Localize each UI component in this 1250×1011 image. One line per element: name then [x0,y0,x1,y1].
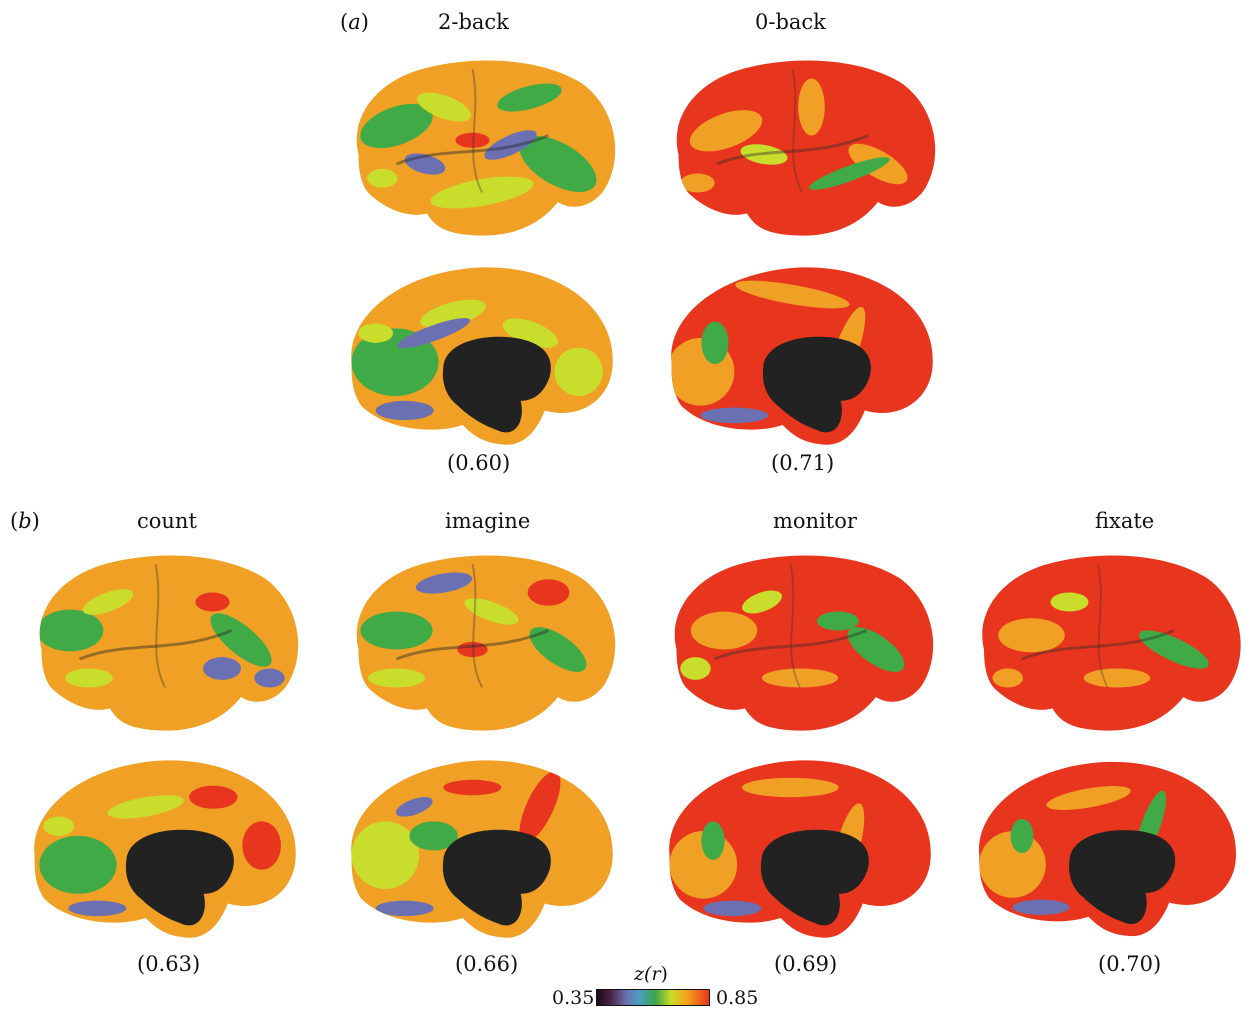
value-monitor: (0.69) [774,954,837,975]
value-count: (0.63) [137,954,200,975]
panel-b-label: (b) [10,511,40,532]
colorbar: z(r) 0.35 0.85 [548,963,768,1007]
column-title-0back: 0-back [755,12,826,33]
column-title-2back: 2-back [438,12,509,33]
value-imagine: (0.66) [455,954,518,975]
brain-count-lateral [20,545,310,735]
column-title-monitor: monitor [773,511,857,532]
brain-2back-lateral [337,50,627,240]
brain-imagine-lateral [337,545,627,735]
value-2back: (0.60) [447,453,510,474]
brain-monitor-medial [655,748,945,943]
column-title-imagine: imagine [445,511,530,532]
column-title-fixate: fixate [1095,511,1154,532]
colorbar-max-label: 0.85 [716,987,758,1009]
value-fixate: (0.70) [1098,954,1161,975]
panel-a-label: (a) [340,12,369,33]
brain-monitor-lateral [655,545,945,735]
brain-0back-lateral [657,50,947,240]
colorbar-gradient [596,989,710,1006]
brain-2back-medial [337,255,627,450]
brain-count-medial [20,748,310,943]
brain-0back-medial [657,255,947,450]
colorbar-min-label: 0.35 [552,987,594,1009]
brain-imagine-medial [337,748,627,943]
brain-fixate-lateral [965,545,1250,735]
colorbar-title: z(r) [634,963,668,985]
value-0back: (0.71) [771,453,834,474]
brain-fixate-medial [965,748,1250,943]
column-title-count: count [137,511,197,532]
